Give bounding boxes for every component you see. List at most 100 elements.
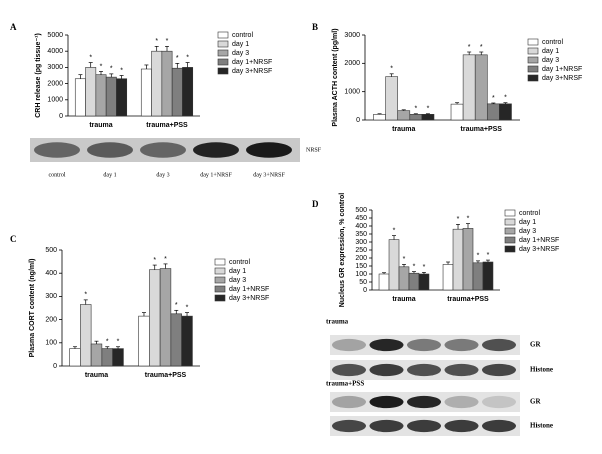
significance: * (487, 252, 490, 259)
legend-label: control (232, 32, 253, 39)
legend-label: day 1 (519, 219, 536, 226)
y-tick-label: 400 (45, 270, 57, 277)
x-tick-label: trauma+PSS (447, 296, 489, 303)
legend-swatch (527, 38, 539, 46)
blot-band (444, 363, 479, 377)
legend-label: control (519, 210, 540, 217)
blot-band (34, 142, 80, 158)
y-tick-label: 500 (45, 247, 57, 254)
legend-label: day 3 (232, 50, 249, 57)
y-tick-label: 150 (355, 263, 367, 270)
y-tick-label: 0 (59, 113, 63, 120)
y-tick-label: 100 (355, 271, 367, 278)
y-tick-label: 1000 (47, 97, 63, 104)
significance: * (393, 227, 396, 234)
significance: * (120, 67, 123, 74)
x-tick-label: trauma (85, 372, 108, 379)
legend-swatch (504, 245, 516, 253)
bar (462, 54, 476, 121)
x-tick-label: trauma (89, 122, 112, 129)
legend-swatch (527, 47, 539, 55)
bar (462, 228, 474, 291)
legend-swatch (217, 49, 229, 57)
significance: * (176, 55, 179, 62)
bar (388, 239, 400, 291)
y-tick-label: 3000 (344, 32, 360, 39)
bar (499, 103, 512, 121)
significance: * (175, 302, 178, 309)
significance: * (186, 304, 189, 311)
blot-row-label: Histone (530, 366, 553, 374)
bar (181, 315, 193, 367)
significance: * (504, 95, 507, 102)
bar (116, 78, 128, 117)
x-tick-label: trauma+PSS (461, 126, 503, 133)
bar (171, 67, 183, 117)
legend-label: day 3 (519, 228, 536, 235)
blot-band (407, 338, 441, 352)
x-tick-label: trauma+PSS (145, 372, 187, 379)
blot-band (193, 142, 239, 158)
bar (151, 50, 163, 117)
blot-band (332, 363, 366, 377)
legend-label: day 1 (542, 48, 559, 55)
bar (378, 273, 390, 291)
legend-label: control (542, 39, 563, 46)
bar (474, 54, 488, 121)
legend-swatch (504, 236, 516, 244)
bar (85, 67, 97, 117)
significance: * (492, 95, 495, 102)
significance: * (84, 292, 87, 299)
legend-label: day 3+NRSF (232, 68, 272, 75)
bar (442, 264, 454, 291)
bar (138, 315, 150, 367)
lane-label: day 3 (156, 172, 169, 178)
significance: * (100, 63, 103, 70)
x-tick-label: trauma (392, 296, 415, 303)
lane-label: day 3+NRSF (253, 172, 285, 178)
bar (486, 103, 500, 121)
bar (421, 114, 435, 121)
blot-band (482, 338, 516, 352)
blot-band (482, 363, 516, 377)
significance: * (423, 264, 426, 271)
significance: * (117, 339, 120, 346)
legend-swatch (217, 40, 229, 48)
bar (472, 262, 484, 291)
significance: * (89, 54, 92, 61)
bar (95, 74, 107, 117)
blot-band (332, 338, 366, 352)
blot-row-label: GR (530, 398, 541, 406)
blot-band (407, 395, 441, 409)
legend-label: day 1+NRSF (542, 66, 582, 73)
y-tick-label: 1000 (344, 89, 360, 96)
y-tick-label: 300 (355, 239, 367, 246)
significance: * (403, 256, 406, 263)
y-tick-label: 0 (363, 287, 367, 294)
bar (385, 76, 399, 121)
blot-band (369, 338, 404, 352)
y-axis-title: CRH release (pg tissue⁻¹) (35, 33, 42, 118)
y-tick-label: 300 (45, 293, 57, 300)
blot-band (140, 142, 186, 158)
y-tick-label: 0 (356, 117, 360, 124)
legend-label: day 1+NRSF (229, 286, 269, 293)
y-tick-label: 0 (53, 363, 57, 370)
blot-group-label: trauma+PSS (326, 380, 364, 388)
y-tick-label: 500 (355, 207, 367, 214)
significance: * (110, 66, 113, 73)
y-tick-label: 50 (359, 279, 367, 286)
bar (90, 343, 103, 367)
legend-swatch (214, 285, 226, 293)
legend-swatch (214, 294, 226, 302)
blot-row-label: GR (530, 341, 541, 349)
bar (409, 114, 423, 121)
significance: * (153, 257, 156, 264)
panel-label: D (312, 199, 319, 209)
legend-swatch (214, 267, 226, 275)
y-axis-title: Plasma ACTH content (pg/ml) (332, 28, 339, 126)
legend-label: day 1+NRSF (519, 237, 559, 244)
x-tick-label: trauma (392, 126, 415, 133)
legend-swatch (217, 31, 229, 39)
bar (105, 76, 117, 117)
